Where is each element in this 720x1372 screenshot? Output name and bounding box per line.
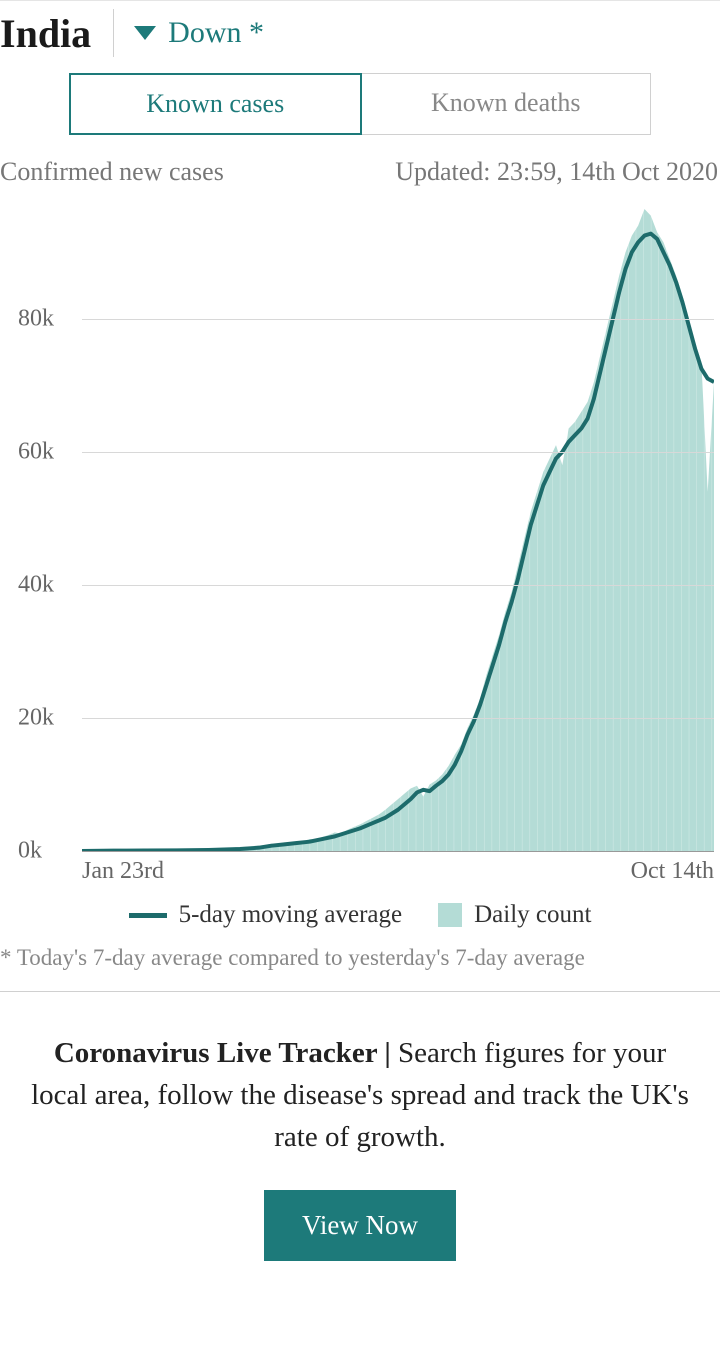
legend-area-label: Daily count <box>474 901 591 929</box>
tabs: Known cases Known deaths <box>69 73 651 135</box>
country-name: India <box>0 10 113 57</box>
gridline <box>82 452 714 453</box>
tab-known-deaths[interactable]: Known deaths <box>362 73 652 135</box>
view-now-button[interactable]: View Now <box>264 1190 456 1261</box>
y-tick-label: 0k <box>18 838 42 865</box>
plot-area <box>82 199 714 851</box>
header-row: India Down * <box>0 0 720 73</box>
y-tick-label: 80k <box>18 305 54 332</box>
y-tick-label: 20k <box>18 704 54 731</box>
y-tick-label: 60k <box>18 438 54 465</box>
subheader-row: Confirmed new cases Updated: 23:59, 14th… <box>0 157 720 193</box>
gridline <box>82 851 714 852</box>
chart-metric-label: Confirmed new cases <box>0 157 224 187</box>
legend: 5-day moving average Daily count <box>0 879 720 939</box>
promo-bold: Coronavirus Live Tracker | <box>54 1037 398 1069</box>
gridline <box>82 585 714 586</box>
legend-line-label: 5-day moving average <box>179 901 403 929</box>
promo-text: Coronavirus Live Tracker | Search figure… <box>28 1032 692 1158</box>
legend-line-swatch <box>129 913 167 918</box>
trend-label: Down * <box>168 16 264 50</box>
x-end-label: Oct 14th <box>631 858 714 885</box>
caret-down-icon <box>134 16 156 50</box>
chart: Jan 23rd Oct 14th 0k20k40k60k80k <box>0 199 720 879</box>
promo-box: Coronavirus Live Tracker | Search figure… <box>0 991 720 1311</box>
chart-svg <box>82 199 714 851</box>
x-start-label: Jan 23rd <box>82 858 164 885</box>
x-axis-labels: Jan 23rd Oct 14th <box>82 858 714 885</box>
footnote: * Today's 7-day average compared to yest… <box>0 939 720 991</box>
y-tick-label: 40k <box>18 571 54 598</box>
legend-line-item: 5-day moving average <box>129 901 403 929</box>
gridline <box>82 718 714 719</box>
legend-area-swatch <box>438 903 462 927</box>
vertical-divider <box>113 9 114 57</box>
updated-timestamp: Updated: 23:59, 14th Oct 2020 <box>395 157 718 187</box>
tab-known-cases[interactable]: Known cases <box>69 73 362 135</box>
legend-area-item: Daily count <box>438 901 591 929</box>
gridline <box>82 319 714 320</box>
trend-indicator: Down * <box>134 16 264 50</box>
chart-card: India Down * Known cases Known deaths Co… <box>0 0 720 1311</box>
